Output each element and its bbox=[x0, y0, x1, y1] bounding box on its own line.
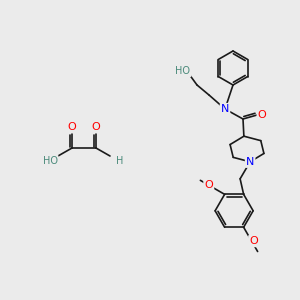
Text: O: O bbox=[68, 122, 76, 132]
Text: O: O bbox=[204, 180, 213, 190]
Text: O: O bbox=[249, 236, 258, 246]
Text: N: N bbox=[246, 157, 254, 167]
Text: O: O bbox=[92, 122, 100, 132]
Text: HO: HO bbox=[176, 66, 190, 76]
Text: H: H bbox=[116, 156, 124, 166]
Text: HO: HO bbox=[43, 156, 58, 166]
Text: O: O bbox=[258, 110, 266, 120]
Text: N: N bbox=[221, 104, 229, 114]
